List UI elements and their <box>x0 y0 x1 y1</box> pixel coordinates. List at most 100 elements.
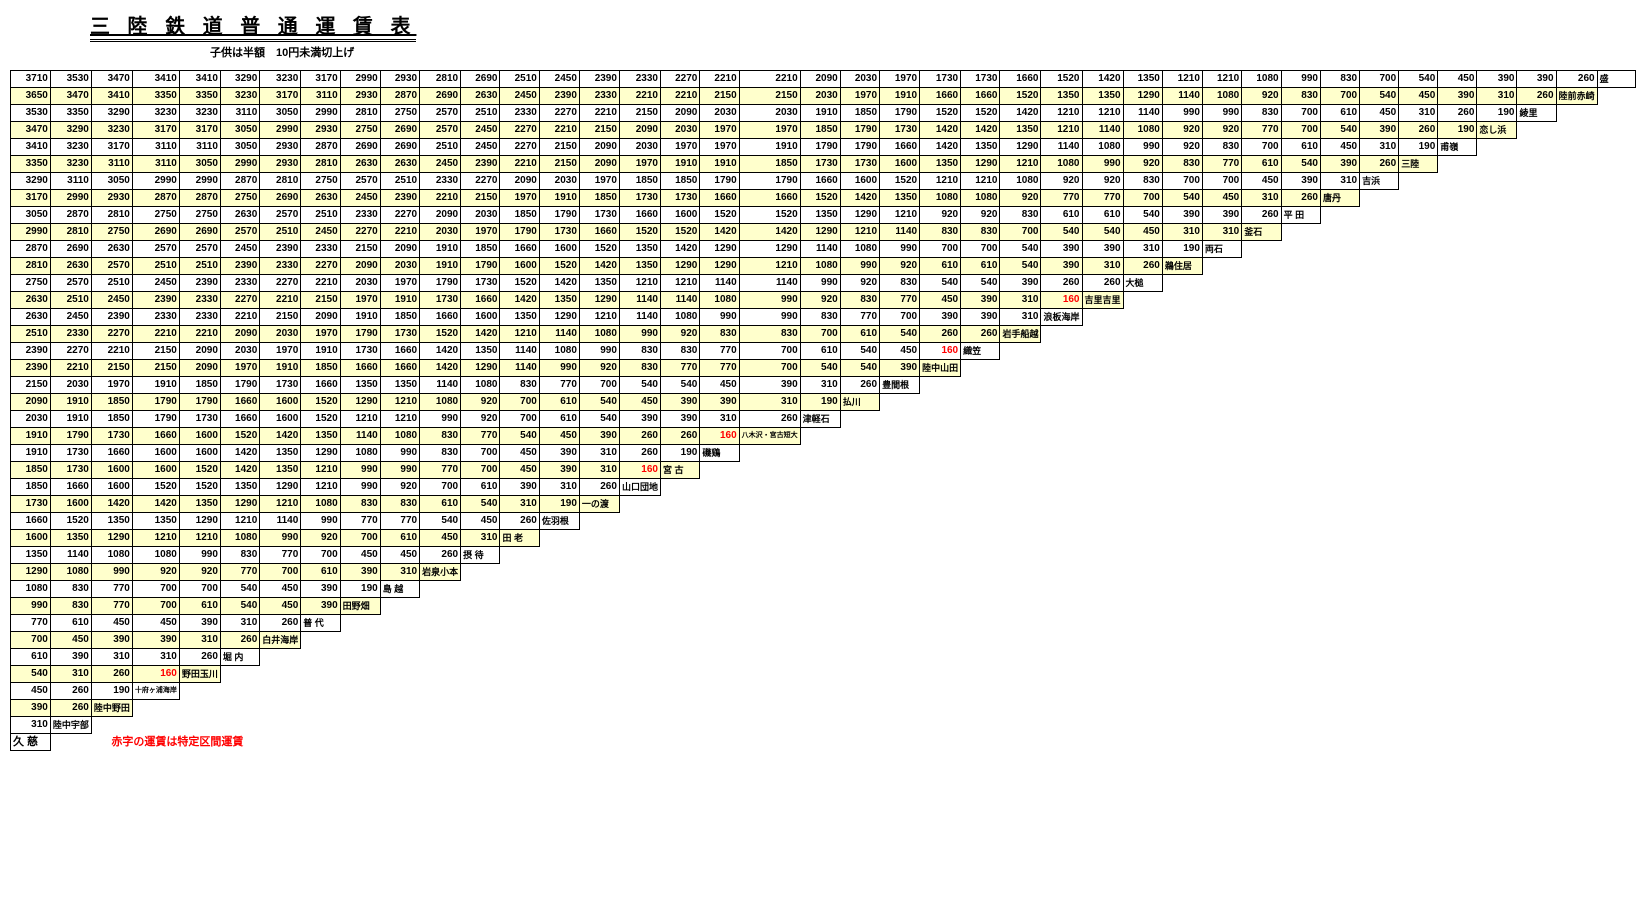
fare-cell: 260 <box>619 428 660 445</box>
fare-cell: 1350 <box>260 445 301 462</box>
fare-cell: 610 <box>1041 207 1082 224</box>
fare-cell: 1970 <box>380 275 419 292</box>
fare-cell: 260 <box>420 547 461 564</box>
fare-cell: 2390 <box>539 88 579 105</box>
fare-cell: 1290 <box>340 394 380 411</box>
fare-cell: 1790 <box>880 105 920 122</box>
fare-cell: 1210 <box>840 224 879 241</box>
fare-cell: 2270 <box>220 292 259 309</box>
fare-cell: 3410 <box>91 88 132 105</box>
station-label: 綾里 <box>1517 105 1556 122</box>
station-label: 大槌 <box>1123 275 1162 292</box>
fare-cell: 2570 <box>260 207 301 224</box>
fare-cell: 310 <box>1320 173 1359 190</box>
fare-cell: 2270 <box>50 343 91 360</box>
fare-cell: 2150 <box>461 190 500 207</box>
fare-cell: 1910 <box>880 88 920 105</box>
fare-cell: 310 <box>50 666 91 683</box>
fare-cell: 1350 <box>50 530 91 547</box>
fare-cell: 2330 <box>179 292 220 309</box>
fare-cell: 310 <box>220 615 259 632</box>
fare-cell: 2030 <box>539 173 579 190</box>
fare-cell: 1910 <box>132 377 179 394</box>
table-row: 1730160014201420135012901210108083083061… <box>11 496 1636 513</box>
fare-cell: 1520 <box>880 173 920 190</box>
fare-cell: 2090 <box>340 258 380 275</box>
fare-cell: 2210 <box>50 360 91 377</box>
fare-cell: 3290 <box>91 105 132 122</box>
fare-cell: 2030 <box>660 122 699 139</box>
station-label: 鵜住居 <box>1162 258 1202 275</box>
fare-cell: 2810 <box>301 156 340 173</box>
fare-cell: 1080 <box>840 241 879 258</box>
fare-cell: 1970 <box>700 139 739 156</box>
fare-cell: 700 <box>1202 173 1241 190</box>
fare-cell: 1290 <box>660 258 699 275</box>
fare-cell: 1420 <box>660 241 699 258</box>
fare-cell: 920 <box>1123 156 1162 173</box>
fare-cell: 920 <box>1041 173 1082 190</box>
fare-cell: 1600 <box>500 258 539 275</box>
fare-cell: 390 <box>1162 207 1202 224</box>
fare-cell: 2570 <box>91 258 132 275</box>
fare-cell: 310 <box>539 479 579 496</box>
station-label: 佐羽根 <box>539 513 579 530</box>
fare-cell: 1080 <box>961 190 1000 207</box>
fare-cell: 990 <box>1281 71 1320 88</box>
fare-cell: 540 <box>1000 258 1041 275</box>
fare-cell: 1790 <box>500 224 539 241</box>
fare-cell: 310 <box>1399 105 1438 122</box>
fare-cell: 390 <box>301 581 340 598</box>
fare-cell: 1520 <box>660 224 699 241</box>
fare-cell: 190 <box>340 581 380 598</box>
table-row: 2990281027502690269025702510245022702210… <box>11 224 1636 241</box>
fare-cell: 260 <box>579 479 619 496</box>
fare-cell: 1970 <box>500 190 539 207</box>
fare-cell: 1420 <box>961 122 1000 139</box>
fare-cell: 450 <box>1202 190 1241 207</box>
station-label: 田 老 <box>500 530 539 547</box>
fare-cell: 1080 <box>50 564 91 581</box>
fare-cell: 2990 <box>220 156 259 173</box>
fare-cell: 920 <box>579 360 619 377</box>
fare-cell: 1660 <box>880 139 920 156</box>
table-row: 450260190十府ヶ浦海岸 <box>11 683 1636 700</box>
fare-cell: 2390 <box>380 190 419 207</box>
fare-cell: 1600 <box>91 462 132 479</box>
fare-cell: 540 <box>840 360 879 377</box>
fare-cell: 990 <box>420 411 461 428</box>
fare-cell: 1210 <box>301 479 340 496</box>
fare-cell: 260 <box>1399 122 1438 139</box>
fare-cell: 3110 <box>179 139 220 156</box>
fare-cell: 2210 <box>301 275 340 292</box>
fare-cell: 700 <box>739 343 800 360</box>
fare-cell: 1790 <box>132 411 179 428</box>
fare-cell: 2030 <box>800 88 840 105</box>
fare-cell: 3170 <box>132 122 179 139</box>
fare-cell: 990 <box>1123 139 1162 156</box>
fare-cell: 1210 <box>920 173 961 190</box>
fare-cell: 390 <box>579 428 619 445</box>
fare-cell: 1350 <box>179 496 220 513</box>
fare-cell: 310 <box>1000 292 1041 309</box>
table-row: 700450390390310260白井海岸 <box>11 632 1636 649</box>
fare-cell: 920 <box>301 530 340 547</box>
fare-cell: 2090 <box>420 207 461 224</box>
fare-cell: 1730 <box>539 224 579 241</box>
fare-cell: 1140 <box>619 309 660 326</box>
fare-cell: 3170 <box>179 122 220 139</box>
fare-cell: 1080 <box>301 496 340 513</box>
fare-cell: 3110 <box>132 156 179 173</box>
fare-cell: 2990 <box>340 71 380 88</box>
fare-cell: 2630 <box>380 156 419 173</box>
fare-cell: 2330 <box>340 207 380 224</box>
fare-cell: 1520 <box>50 513 91 530</box>
fare-cell: 1350 <box>340 377 380 394</box>
fare-cell: 830 <box>1162 156 1202 173</box>
fare-cell: 830 <box>220 547 259 564</box>
fare-cell: 1080 <box>800 258 840 275</box>
fare-cell: 830 <box>1123 173 1162 190</box>
fare-cell: 1790 <box>132 394 179 411</box>
fare-cell: 1910 <box>660 156 699 173</box>
fare-cell: 1420 <box>539 275 579 292</box>
